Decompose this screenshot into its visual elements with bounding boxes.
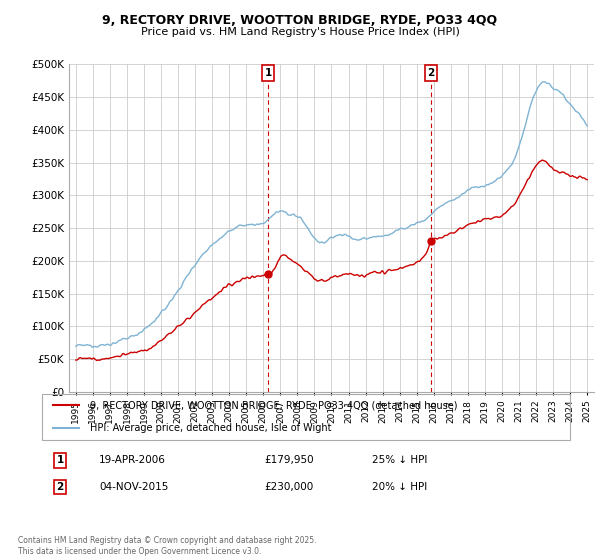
- Text: 9, RECTORY DRIVE, WOOTTON BRIDGE, RYDE, PO33 4QQ: 9, RECTORY DRIVE, WOOTTON BRIDGE, RYDE, …: [103, 14, 497, 27]
- Text: 2: 2: [56, 482, 64, 492]
- Text: 2: 2: [427, 68, 434, 78]
- Text: HPI: Average price, detached house, Isle of Wight: HPI: Average price, detached house, Isle…: [89, 423, 331, 433]
- Text: 19-APR-2006: 19-APR-2006: [99, 455, 166, 465]
- Text: £230,000: £230,000: [264, 482, 313, 492]
- Text: Price paid vs. HM Land Registry's House Price Index (HPI): Price paid vs. HM Land Registry's House …: [140, 27, 460, 37]
- Text: 9, RECTORY DRIVE, WOOTTON BRIDGE, RYDE, PO33 4QQ (detached house): 9, RECTORY DRIVE, WOOTTON BRIDGE, RYDE, …: [89, 400, 457, 410]
- Text: 1: 1: [265, 68, 272, 78]
- Text: 04-NOV-2015: 04-NOV-2015: [99, 482, 169, 492]
- Text: 1: 1: [56, 455, 64, 465]
- Text: £179,950: £179,950: [264, 455, 314, 465]
- Text: 20% ↓ HPI: 20% ↓ HPI: [372, 482, 427, 492]
- Text: 25% ↓ HPI: 25% ↓ HPI: [372, 455, 427, 465]
- Text: Contains HM Land Registry data © Crown copyright and database right 2025.
This d: Contains HM Land Registry data © Crown c…: [18, 536, 317, 556]
